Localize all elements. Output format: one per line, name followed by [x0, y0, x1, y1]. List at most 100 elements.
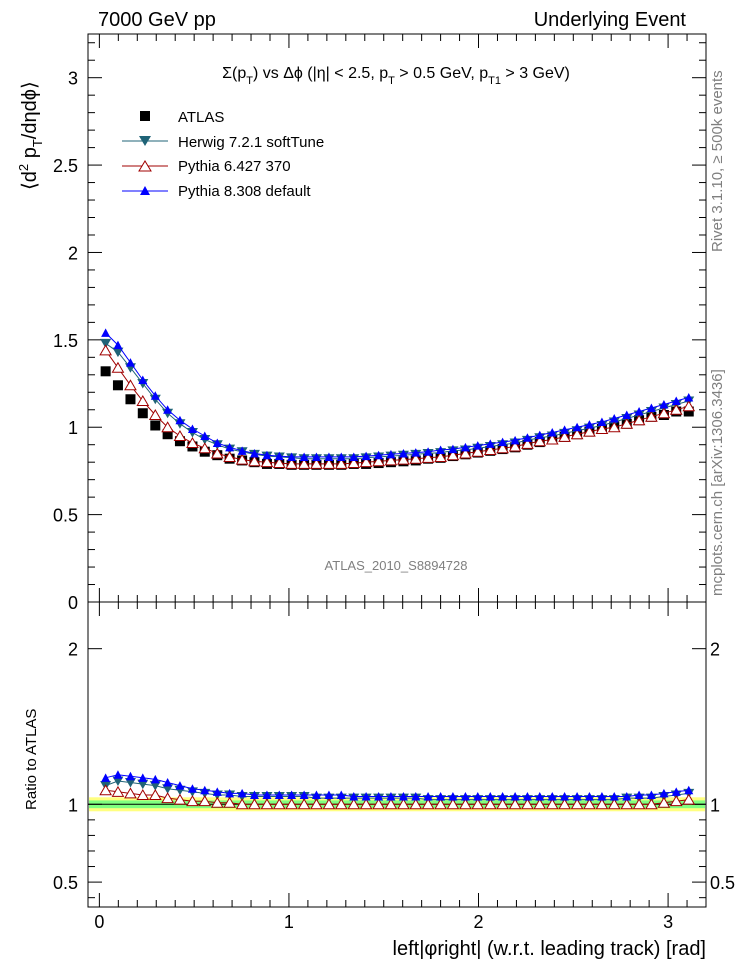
ratio-point — [310, 798, 323, 810]
ratio-point — [272, 798, 286, 810]
data-point — [607, 421, 621, 433]
data-point — [436, 445, 446, 454]
data-point — [150, 391, 160, 400]
data-point — [359, 456, 373, 468]
data-point — [100, 338, 112, 349]
data-point — [533, 435, 547, 447]
ratio-y-tick-labels: 0.5 0.5 1 1 2 2 — [53, 640, 735, 893]
ratio-point — [459, 798, 472, 810]
data-point — [547, 427, 557, 437]
ratio-point — [212, 787, 222, 796]
data-point — [510, 435, 520, 445]
data-point — [112, 347, 124, 358]
ratio-point — [187, 784, 197, 793]
data-point — [198, 442, 212, 454]
ratio-point — [473, 792, 483, 801]
plot-title: Σ(pT) vs Δϕ (|η| < 2.5, pT > 0.5 GeV, pT… — [222, 65, 570, 87]
y-tick-label: 1.5 — [53, 331, 78, 351]
data-point — [248, 455, 261, 467]
data-point — [161, 421, 174, 433]
ratio-point — [584, 792, 594, 801]
ratio-point — [684, 785, 694, 795]
ratio-point — [311, 790, 321, 799]
ratio-point — [646, 790, 656, 799]
ratio-point — [163, 778, 173, 787]
ratio-point — [535, 792, 545, 801]
ratio-point — [622, 792, 632, 801]
x-tick-label: 1 — [284, 912, 294, 932]
main-series-layer — [99, 328, 696, 470]
legend-entry-pythia6: Pythia 6.427 370 — [122, 158, 291, 175]
ratio-point — [434, 798, 447, 810]
data-point — [545, 433, 559, 445]
ratio-point — [411, 792, 421, 801]
ratio-point — [632, 798, 646, 810]
ratio-point — [398, 792, 408, 801]
data-point — [137, 408, 148, 419]
data-point — [485, 439, 495, 448]
legend-marker-herwig — [139, 136, 151, 146]
ratio-point — [397, 798, 410, 810]
ratio-point — [522, 792, 532, 801]
legend-marker-atlas — [140, 111, 150, 121]
ratio-y-tick-label: 2 — [68, 640, 78, 660]
ratio-point — [421, 798, 435, 810]
data-point — [471, 445, 485, 457]
data-point — [646, 403, 656, 413]
data-point — [210, 447, 224, 459]
ratio-point — [136, 788, 150, 800]
ratio-point — [609, 792, 619, 801]
ratio-point — [150, 774, 160, 784]
data-point — [299, 452, 309, 461]
ratio-point — [361, 792, 371, 801]
data-point — [262, 450, 272, 460]
ratio-point — [235, 798, 249, 810]
ratio-point — [287, 790, 297, 799]
ratio-point — [148, 788, 162, 800]
ratio-point — [297, 798, 311, 810]
data-point — [272, 457, 286, 469]
ratio-point — [545, 798, 559, 810]
data-point — [260, 456, 274, 468]
data-point — [632, 414, 646, 426]
legend: ATLAS Herwig 7.2.1 softTune Pythia 6.427… — [122, 109, 324, 200]
ratio-point — [200, 785, 210, 795]
data-point — [175, 415, 185, 425]
main-axis-ticks — [88, 34, 706, 603]
legend-entry-pythia8: Pythia 8.308 default — [122, 183, 311, 200]
ratio-y-tick-label: 0.5 — [53, 873, 78, 893]
ratio-point — [124, 787, 137, 799]
data-point — [372, 455, 385, 467]
data-point — [397, 453, 410, 465]
ratio-point — [597, 792, 607, 801]
ratio-point — [483, 798, 497, 810]
ratio-point — [521, 798, 534, 810]
ratio-point — [558, 798, 571, 810]
data-point — [459, 447, 472, 459]
ratio-point — [436, 792, 446, 801]
ratio-y-tick-label-right: 2 — [710, 640, 720, 660]
ratio-point — [101, 773, 111, 782]
data-point — [287, 452, 297, 461]
ratio-point — [186, 795, 199, 807]
ratio-point — [161, 792, 174, 804]
data-point — [460, 442, 470, 452]
ratio-series-layer — [99, 770, 696, 810]
analysis-watermark: ATLAS_2010_S8894728 — [325, 558, 468, 573]
data-point — [150, 420, 161, 431]
data-point — [334, 457, 348, 469]
ratio-y-tick-label: 1 — [68, 795, 78, 815]
series-pythia-6-427-370 — [99, 344, 696, 469]
ratio-point — [645, 798, 658, 810]
data-point — [186, 436, 199, 448]
ratio-y-axis-label: Ratio to ATLAS — [23, 709, 40, 810]
ratio-point — [324, 790, 334, 799]
ratio-point — [634, 790, 644, 799]
ratio-point — [669, 795, 683, 807]
data-point — [374, 450, 384, 460]
data-point — [237, 446, 247, 455]
ratio-point — [572, 792, 582, 801]
ratio-point — [112, 776, 124, 786]
data-point — [570, 428, 584, 440]
ratio-axis-ticks — [88, 602, 706, 907]
